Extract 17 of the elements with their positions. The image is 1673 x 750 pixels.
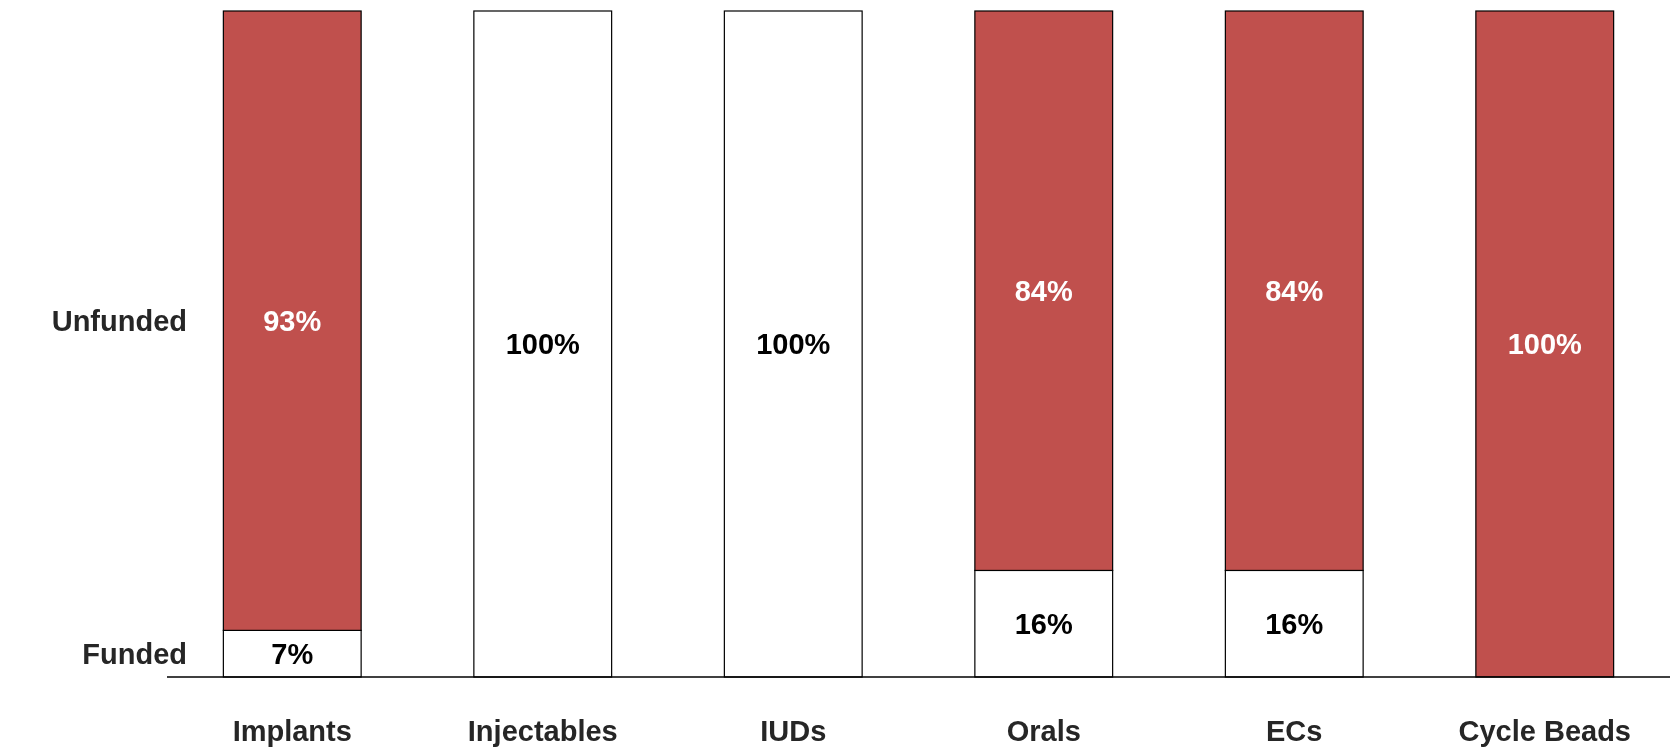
data-label: 100% (1507, 328, 1583, 361)
series-label: Unfunded (51, 304, 187, 337)
data-label: 100% (505, 328, 581, 361)
x-tick-label: Cycle Beads (1458, 715, 1631, 748)
data-label: 84% (1265, 274, 1324, 307)
x-tick-label: Implants (232, 715, 352, 748)
series-label: Funded (82, 637, 187, 670)
x-tick-label: Injectables (467, 715, 618, 748)
data-label: 84% (1014, 274, 1073, 307)
data-label: 100% (756, 328, 831, 361)
data-label: 93% (263, 304, 322, 337)
x-tick-label: Orals (1006, 715, 1081, 748)
data-label: 16% (1014, 607, 1073, 640)
data-label: 16% (1265, 607, 1324, 640)
x-tick-label: IUDs (760, 715, 827, 748)
data-label: 7% (271, 637, 314, 670)
x-tick-label: ECs (1266, 715, 1323, 748)
